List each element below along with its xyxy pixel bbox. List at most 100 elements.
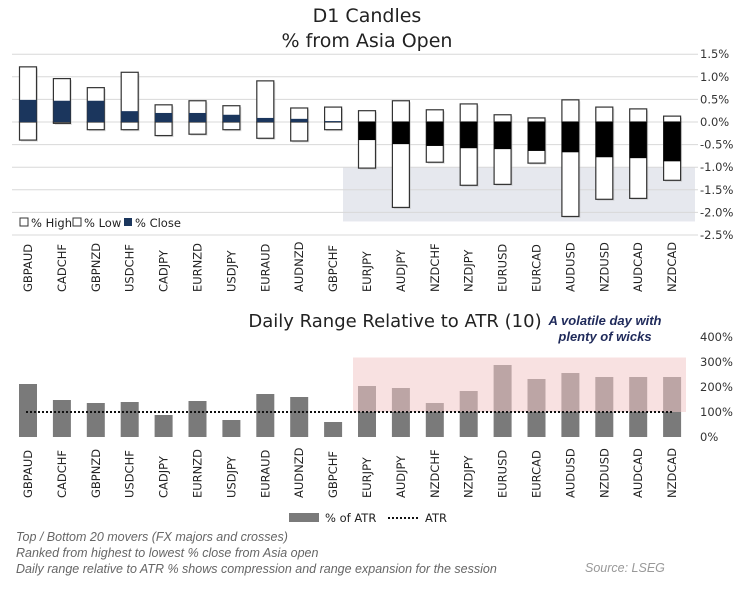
x-tick-label: NZDUSD [597, 242, 611, 292]
close-bar [121, 111, 139, 122]
x-tick-label: NZDCHF [428, 243, 442, 292]
x-tick-label: AUDNZD [292, 241, 306, 292]
x-tick-label: NZDCAD [665, 448, 679, 498]
high-bar [425, 109, 444, 123]
atr-bar [52, 400, 71, 437]
bottom-chart-title: Daily Range Relative to ATR (10) [248, 311, 541, 332]
y-tick-label: 300% [700, 355, 733, 369]
close-bar [392, 122, 410, 145]
x-tick-label: AUDCAD [631, 242, 645, 292]
x-tick-label: USDJPY [224, 249, 238, 292]
note-1: Top / Bottom 20 movers (FX majors and cr… [16, 530, 288, 544]
x-tick-label: AUDNZD [292, 447, 306, 498]
close-bar [663, 122, 681, 162]
low-bar [290, 121, 309, 142]
y-tick-label: 400% [700, 330, 733, 344]
close-bar [19, 99, 37, 122]
y-tick-label: -1.0% [700, 160, 733, 174]
close-bar [256, 117, 274, 122]
highlight-region [353, 357, 686, 412]
legend-atr-pct-swatch [289, 513, 319, 522]
close-bar [87, 100, 105, 122]
close-bar [426, 122, 444, 146]
y-tick-label: -2.0% [700, 205, 733, 219]
x-tick-label: EURCAD [530, 450, 544, 498]
atr-bar [222, 420, 241, 437]
atr-bar [324, 422, 343, 437]
annotation-line-2: plenty of wicks [557, 329, 651, 344]
x-tick-label: USDCHF [123, 450, 137, 498]
high-bar [391, 100, 410, 123]
high-bar [357, 110, 377, 123]
high-bar [629, 108, 648, 123]
close-bar [155, 112, 173, 122]
x-tick-label: AUDUSD [563, 448, 577, 498]
x-tick-label: NZDUSD [597, 448, 611, 498]
x-tick-label: CADJPY [157, 455, 171, 498]
close-bar [53, 100, 71, 122]
close-bar [629, 122, 647, 159]
top-chart-title: D1 Candles [313, 5, 422, 27]
legend-close-label: % Close [135, 216, 181, 230]
x-tick-label: EURUSD [496, 244, 510, 292]
low-bar [86, 121, 105, 131]
legend-high-swatch [19, 217, 29, 227]
x-tick-label: NZDJPY [462, 249, 476, 292]
low-bar [256, 121, 275, 139]
x-tick-label: GBPNZD [89, 243, 103, 292]
high-bar [256, 80, 275, 123]
y-tick-label: 0.0% [700, 115, 729, 129]
high-bar [595, 106, 614, 123]
low-bar [324, 121, 343, 131]
annotation-line-1: A volatile day with [548, 313, 662, 328]
legend-atr-pct-label: % of ATR [325, 511, 376, 525]
low-bar [154, 121, 173, 137]
low-bar [18, 121, 38, 141]
atr-bar [290, 397, 309, 437]
y-tick-label: -1.5% [700, 183, 733, 197]
close-bar [561, 122, 579, 153]
top-chart-subtitle: % from Asia Open [282, 30, 453, 52]
x-tick-label: CADCHF [55, 450, 69, 498]
close-bar [460, 122, 478, 149]
x-tick-label: NZDCAD [665, 242, 679, 292]
close-bar [528, 122, 545, 151]
x-tick-label: AUDJPY [394, 249, 408, 292]
y-tick-label: 1.0% [700, 70, 729, 84]
y-tick-label: 100% [700, 405, 733, 419]
close-bar [595, 122, 613, 158]
atr-bar [86, 403, 105, 437]
low-bar [222, 121, 241, 131]
atr-bar [188, 401, 207, 437]
x-tick-label: AUDCAD [631, 448, 645, 498]
x-tick-label: EURCAD [530, 244, 544, 292]
atr-bar [256, 394, 275, 437]
x-tick-label: AUDJPY [394, 455, 408, 498]
x-tick-label: GBPAUD [21, 244, 35, 292]
legend-low-label: % Low [84, 216, 121, 230]
legend-close-swatch [124, 218, 132, 226]
y-tick-label: 200% [700, 380, 733, 394]
x-tick-label: EURAUD [258, 244, 272, 292]
x-tick-label: EURJPY [360, 250, 374, 292]
legend-atr-label: ATR [425, 511, 447, 525]
high-bar [527, 117, 546, 123]
atr-bar [154, 415, 173, 437]
high-bar [493, 114, 512, 123]
y-tick-label: 1.5% [700, 47, 729, 61]
low-bar [120, 121, 139, 131]
x-tick-label: CADCHF [55, 244, 69, 292]
x-tick-label: NZDJPY [462, 455, 476, 498]
source-label: Source: LSEG [585, 561, 665, 575]
x-tick-label: USDCHF [123, 244, 137, 292]
y-tick-label: 0% [700, 430, 718, 444]
y-tick-label: -0.5% [700, 138, 733, 152]
y-tick-label: -2.5% [700, 228, 733, 242]
legend-high-label: % High [31, 216, 72, 230]
high-bar [662, 115, 682, 123]
close-bar [222, 114, 240, 122]
low-bar [52, 121, 72, 124]
x-tick-label: GBPCHF [326, 451, 340, 498]
